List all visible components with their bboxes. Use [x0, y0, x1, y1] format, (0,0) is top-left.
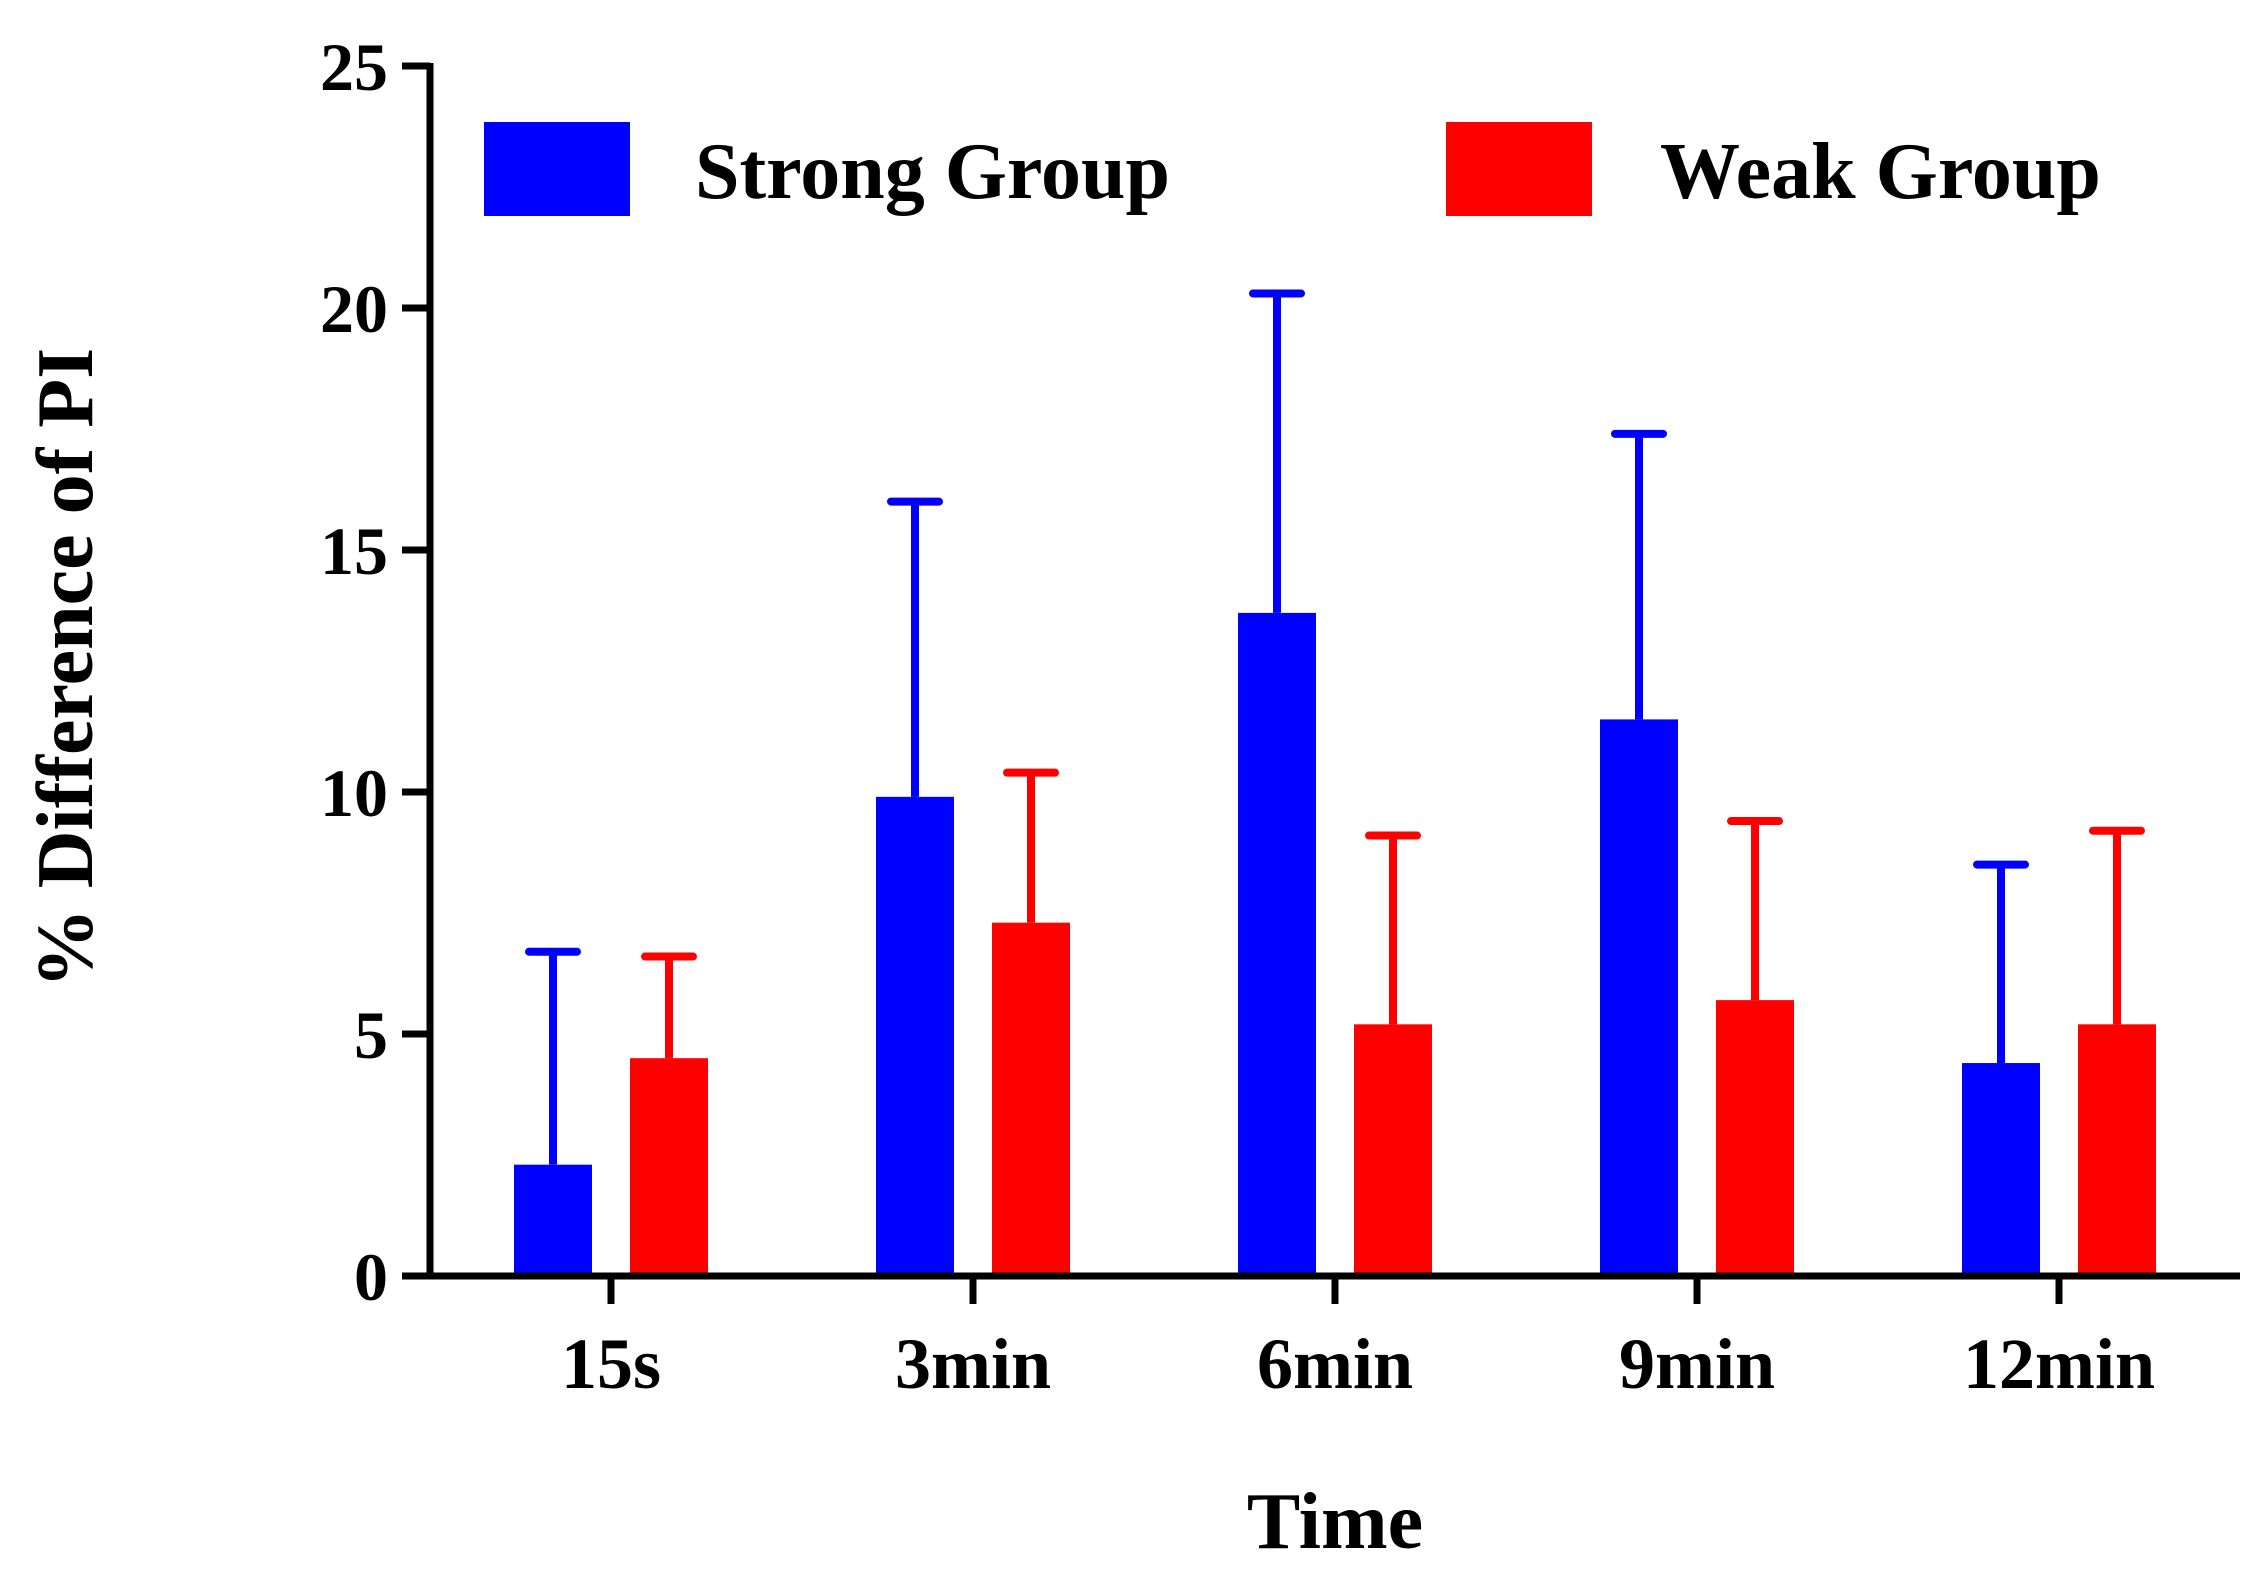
- legend: Strong Group Weak Group: [484, 122, 2101, 216]
- bar-weak-12min: [2078, 1024, 2156, 1276]
- legend-label-weak-group: Weak Group: [1660, 128, 2101, 216]
- bar-weak-15s: [630, 1058, 708, 1276]
- x-ticks: 15s 3min 6min 9min 12min: [561, 1276, 2155, 1404]
- bar-weak-6min: [1354, 1024, 1432, 1276]
- x-tick-label: 15s: [561, 1324, 661, 1404]
- y-tick-label: 0: [354, 1239, 388, 1315]
- x-tick-label: 9min: [1619, 1324, 1775, 1404]
- bar-strong-3min: [876, 796, 954, 1276]
- y-axis-title: % Difference of PI: [22, 348, 110, 989]
- bar-strong-6min: [1238, 612, 1316, 1276]
- y-tick-label: 15: [320, 513, 388, 589]
- bar-weak-3min: [992, 922, 1070, 1276]
- bars-layer: [514, 289, 2156, 1276]
- legend-swatch-weak-group: [1446, 122, 1592, 216]
- x-tick-label: 6min: [1257, 1324, 1413, 1404]
- bar-weak-9min: [1716, 1000, 1794, 1276]
- legend-label-strong-group: Strong Group: [695, 128, 1170, 216]
- x-tick-label: 12min: [1963, 1324, 2155, 1404]
- y-tick-label: 10: [320, 755, 388, 831]
- bar-strong-15s: [514, 1164, 592, 1276]
- legend-swatch-strong-group: [484, 122, 630, 216]
- y-ticks: 0 5 10 15 20 25: [320, 29, 430, 1315]
- y-tick-label: 5: [354, 997, 388, 1073]
- y-tick-label: 20: [320, 271, 388, 347]
- x-axis-title: Time: [1247, 1478, 1423, 1566]
- bar-strong-12min: [1962, 1063, 2040, 1276]
- x-tick-label: 3min: [895, 1324, 1051, 1404]
- bar-strong-9min: [1600, 719, 1678, 1276]
- y-tick-label: 25: [320, 29, 388, 105]
